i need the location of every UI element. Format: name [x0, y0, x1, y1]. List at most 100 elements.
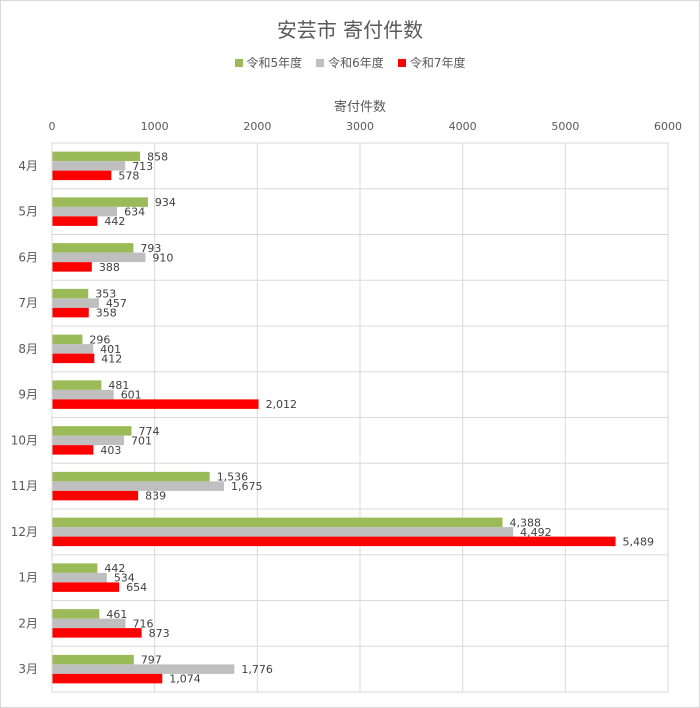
data-label: 442 — [104, 215, 125, 228]
data-label: 1,776 — [241, 663, 273, 676]
bar-series-1 — [52, 517, 503, 528]
data-label: 701 — [131, 434, 152, 447]
data-label: 457 — [106, 297, 127, 310]
data-label: 412 — [101, 352, 122, 365]
bar-series-3 — [52, 536, 616, 547]
legend-label-series-1: 令和5年度 — [246, 56, 303, 70]
bar-series-3 — [52, 673, 163, 684]
bar-series-2 — [52, 389, 114, 400]
bar-series-1 — [52, 197, 148, 207]
x-tick-label: 6000 — [654, 120, 682, 133]
bar-series-2 — [52, 572, 107, 583]
data-label: 713 — [132, 160, 153, 173]
bar-series-3 — [52, 399, 259, 409]
bar-series-3 — [52, 307, 89, 318]
legend-label-series-3: 令和7年度 — [409, 56, 466, 70]
y-category-label: 3月 — [18, 662, 38, 676]
bar-series-1 — [52, 471, 210, 482]
data-label: 4,492 — [520, 526, 552, 539]
legend-item-series-2: 令和6年度 — [316, 54, 384, 71]
data-label: 358 — [96, 307, 117, 320]
x-tick-label: 1000 — [141, 120, 169, 133]
y-category-label: 1月 — [18, 571, 38, 585]
bar-series-3 — [52, 262, 92, 272]
bar-series-3 — [52, 628, 142, 638]
bar-series-2 — [52, 252, 146, 263]
bar-series-3 — [52, 490, 139, 501]
y-category-label: 11月 — [11, 479, 38, 493]
bar-series-2 — [52, 298, 99, 308]
y-category-label: 10月 — [11, 433, 38, 447]
data-label: 353 — [95, 288, 116, 301]
data-label: 4,388 — [510, 516, 542, 529]
bar-series-3 — [52, 445, 94, 455]
y-category-label: 8月 — [18, 342, 38, 356]
data-label: 934 — [155, 196, 176, 209]
data-label: 1,074 — [169, 673, 201, 686]
y-category-label: 9月 — [18, 388, 38, 402]
bar-series-1 — [52, 380, 102, 390]
bar-series-3 — [52, 353, 95, 364]
y-category-label: 2月 — [18, 616, 38, 630]
y-category-label: 6月 — [18, 250, 38, 264]
bar-series-1 — [52, 563, 98, 573]
data-label: 634 — [124, 206, 145, 219]
data-label: 858 — [147, 150, 168, 163]
bar-series-3 — [52, 170, 112, 181]
bar-series-1 — [52, 654, 134, 665]
data-label: 1,536 — [217, 471, 249, 484]
bar-series-2 — [52, 527, 514, 537]
legend-swatch-series-2 — [316, 58, 325, 67]
bar-series-2 — [52, 618, 126, 629]
y-category-label: 5月 — [18, 205, 38, 219]
data-label: 654 — [126, 581, 147, 594]
bar-series-1 — [52, 243, 134, 253]
data-label: 401 — [100, 343, 121, 356]
data-label: 873 — [149, 627, 170, 640]
bar-series-2 — [52, 206, 118, 217]
legend-swatch-series-3 — [397, 58, 406, 67]
chart-title: 安芸市 寄付件数 — [276, 18, 424, 42]
bar-series-3 — [52, 582, 120, 592]
x-tick-label: 2000 — [243, 120, 271, 133]
data-label: 481 — [108, 379, 129, 392]
bar-series-1 — [52, 288, 89, 299]
data-label: 296 — [89, 333, 110, 346]
data-label: 5,489 — [623, 535, 655, 548]
data-label: 774 — [138, 425, 159, 438]
data-label: 910 — [152, 251, 173, 264]
bar-series-1 — [52, 426, 132, 436]
bar-series-1 — [52, 151, 141, 162]
bar-series-1 — [52, 609, 100, 619]
data-label: 403 — [100, 444, 121, 457]
data-label: 442 — [104, 562, 125, 575]
data-label: 578 — [118, 169, 139, 182]
legend-label-series-2: 令和6年度 — [328, 56, 384, 70]
plot-area-border — [51, 142, 669, 693]
data-label: 461 — [106, 608, 127, 621]
x-axis-title: 寄付件数 — [333, 100, 386, 115]
data-label: 2,012 — [266, 398, 298, 411]
bar-series-1 — [52, 334, 83, 345]
bar-series-2 — [52, 435, 124, 446]
legend: 令和5年度 令和6年度 令和7年度 — [0, 54, 700, 71]
data-label: 388 — [99, 261, 120, 274]
bar-series-2 — [52, 161, 126, 171]
bar-series-2 — [52, 344, 94, 354]
bar-series-3 — [52, 216, 98, 226]
data-label: 601 — [121, 389, 142, 402]
y-category-label: 7月 — [18, 296, 38, 310]
bar-series-2 — [52, 481, 224, 491]
x-tick-label: 4000 — [449, 120, 477, 133]
data-label: 793 — [140, 242, 161, 255]
x-tick-label: 5000 — [551, 120, 579, 133]
bar-series-2 — [52, 664, 235, 674]
y-category-label: 12月 — [11, 525, 38, 539]
y-category-label: 4月 — [18, 159, 38, 173]
data-label: 1,675 — [231, 480, 263, 493]
legend-item-series-1: 令和5年度 — [234, 54, 303, 71]
x-tick-label: 3000 — [346, 120, 374, 133]
data-label: 797 — [141, 654, 162, 667]
x-tick-label: 0 — [49, 120, 56, 133]
